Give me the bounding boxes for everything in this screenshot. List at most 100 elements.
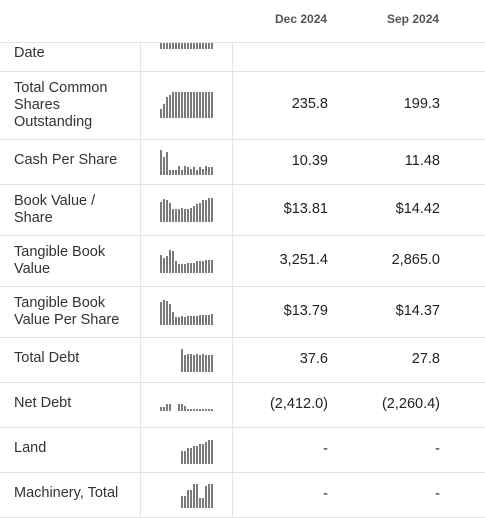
- sparkline-bar: [202, 315, 204, 325]
- sparkline-bar: [190, 169, 192, 175]
- sparkline-bar: [196, 316, 198, 325]
- sparkline-bar: [166, 200, 168, 222]
- column-header-dec-2024: Dec 2024: [275, 12, 328, 26]
- sparkline-bar: [199, 444, 201, 464]
- sparkline-bar: [211, 260, 213, 273]
- sparkline-bar: [208, 40, 210, 49]
- sparkline-bar: [211, 314, 213, 325]
- value-sep-2024: -: [435, 486, 440, 502]
- column-divider: [140, 383, 141, 427]
- sparkline-bar: [187, 354, 189, 372]
- sparkline-chart: [160, 92, 216, 118]
- sparkline-bar: [184, 317, 186, 325]
- row-label: Cash Per Share: [14, 152, 118, 168]
- sparkline-bar: [169, 404, 171, 411]
- sparkline-bar: [163, 300, 165, 325]
- sparkline-bar: [184, 496, 186, 508]
- sparkline-bar: [175, 261, 177, 273]
- value-dec-2024: 3,251.4: [279, 252, 328, 268]
- sparkline-bar: [211, 167, 213, 175]
- sparkline-bar: [175, 317, 177, 325]
- column-divider: [232, 28, 233, 71]
- sparkline-bar: [202, 261, 204, 273]
- sparkline-bar: [166, 256, 168, 273]
- sparkline-bar: [178, 317, 180, 325]
- sparkline-bar: [163, 40, 165, 49]
- table-row: Machinery, Total - -: [0, 473, 485, 518]
- sparkline-bar: [160, 302, 162, 325]
- sparkline-bar: [211, 484, 213, 508]
- sparkline-bar: [181, 316, 183, 325]
- sparkline-bar: [196, 92, 198, 118]
- row-label: Tangible Book Value Per Share: [14, 295, 120, 328]
- sparkline-bar: [208, 409, 210, 411]
- sparkline-bar: [181, 170, 183, 175]
- sparkline-bar: [163, 258, 165, 273]
- sparkline-bar: [181, 264, 183, 273]
- sparkline-bar: [208, 315, 210, 325]
- sparkline-bar: [160, 255, 162, 273]
- sparkline-bar: [199, 498, 201, 508]
- sparkline-bar: [208, 198, 210, 222]
- sparkline-bar: [205, 92, 207, 118]
- sparkline-bar: [205, 166, 207, 175]
- sparkline-bar: [196, 446, 198, 464]
- sparkline-bar: [169, 203, 171, 222]
- row-label: Date: [14, 45, 45, 61]
- sparkline-bar: [193, 263, 195, 273]
- sparkline-bar: [160, 407, 162, 411]
- sparkline-bar: [208, 260, 210, 273]
- sparkline-bar: [196, 40, 198, 49]
- sparkline-bar: [175, 92, 177, 118]
- sparkline-bar: [196, 484, 198, 508]
- sparkline-bar: [208, 92, 210, 118]
- sparkline-bar: [199, 315, 201, 325]
- column-divider: [140, 428, 141, 472]
- sparkline-bar: [211, 92, 213, 118]
- sparkline-bar: [178, 166, 180, 175]
- sparkline-bar: [160, 109, 162, 118]
- sparkline-bar: [172, 92, 174, 118]
- sparkline-bar: [184, 166, 186, 175]
- sparkline-bar: [172, 312, 174, 325]
- table-row: Tangible Book Value Per Share $13.79 $14.3…: [0, 287, 485, 338]
- sparkline-bar: [199, 92, 201, 118]
- sparkline-bar: [202, 169, 204, 175]
- sparkline-bar: [205, 260, 207, 273]
- sparkline-bar: [205, 409, 207, 411]
- column-divider: [140, 72, 141, 139]
- sparkline-bar: [169, 40, 171, 49]
- sparkline-bar: [187, 92, 189, 118]
- sparkline-bar: [178, 40, 180, 49]
- sparkline-bar: [184, 209, 186, 222]
- sparkline-bar: [184, 451, 186, 464]
- value-dec-2024: 37.6: [299, 351, 328, 367]
- sparkline-bar: [181, 92, 183, 118]
- sparkline-bar: [181, 404, 183, 411]
- value-dec-2024: -: [323, 441, 328, 457]
- sparkline-bar: [190, 92, 192, 118]
- sparkline-bar: [205, 442, 207, 464]
- column-divider: [232, 72, 233, 139]
- sparkline-bar: [211, 409, 213, 411]
- row-label: Net Debt: [14, 395, 72, 411]
- sparkline-bar: [208, 440, 210, 464]
- table-row: Date: [0, 28, 485, 72]
- sparkline-bar: [172, 251, 174, 273]
- column-divider: [140, 338, 141, 382]
- sparkline-bar: [187, 167, 189, 175]
- column-divider: [232, 428, 233, 472]
- sparkline-bar: [190, 354, 192, 372]
- sparkline-bar: [178, 92, 180, 118]
- sparkline-bar: [190, 409, 192, 411]
- sparkline-bar: [187, 209, 189, 222]
- sparkline-bar: [193, 484, 195, 508]
- sparkline-bar: [211, 440, 213, 464]
- value-sep-2024: $14.42: [395, 201, 440, 217]
- sparkline-bar: [187, 448, 189, 464]
- sparkline-bar: [187, 40, 189, 49]
- sparkline-bar: [193, 40, 195, 49]
- table-row: Tangible Book Value 3,251.4 2,865.0: [0, 236, 485, 287]
- column-divider: [140, 473, 141, 517]
- sparkline-bar: [190, 490, 192, 508]
